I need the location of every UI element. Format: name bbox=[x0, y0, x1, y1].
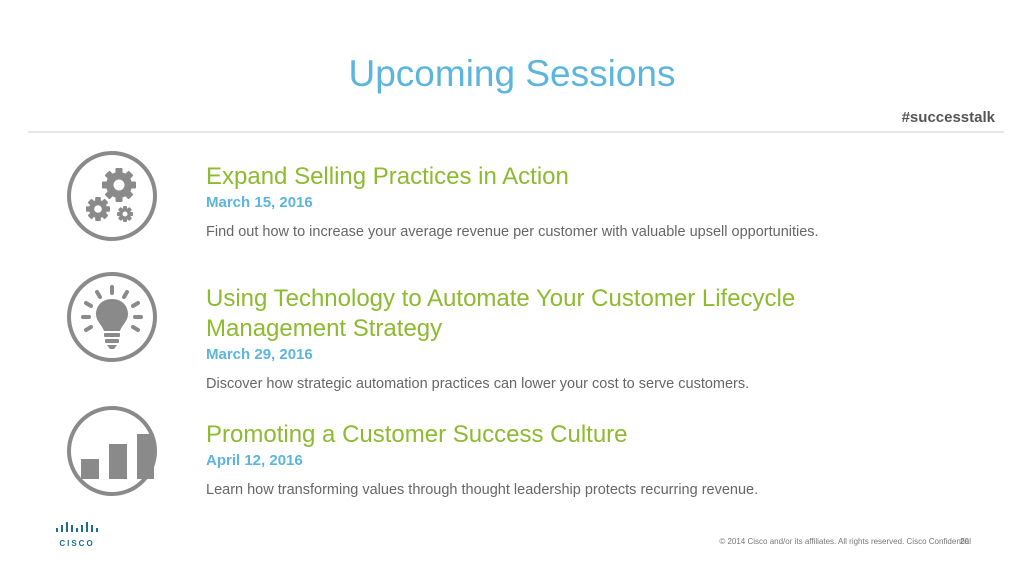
hashtag: #successtalk bbox=[901, 109, 995, 126]
lightbulb-icon bbox=[67, 272, 157, 362]
page-title: Upcoming Sessions bbox=[348, 53, 676, 94]
header-divider bbox=[28, 131, 1004, 133]
session-date: April 12, 2016 bbox=[206, 452, 303, 469]
cisco-wordmark: CISCO bbox=[59, 539, 95, 548]
session-2: Using Technology to Automate Your Custom… bbox=[206, 284, 866, 394]
session-title: Promoting a Customer Success Culture bbox=[206, 421, 628, 448]
gears-icon bbox=[67, 151, 157, 241]
session-title: Expand Selling Practices in Action bbox=[206, 163, 569, 190]
session-date: March 15, 2016 bbox=[206, 194, 313, 211]
page-number: 20 bbox=[960, 537, 969, 546]
session-3: Promoting a Customer Success Culture Apr… bbox=[206, 420, 866, 500]
session-description: Discover how strategic automation practi… bbox=[206, 376, 750, 392]
session-title: Using Technology to Automate Your Custom… bbox=[206, 285, 796, 342]
session-description: Learn how transforming values through th… bbox=[206, 482, 759, 498]
session-date: March 29, 2016 bbox=[206, 346, 313, 363]
cisco-logo: CISCO bbox=[55, 520, 99, 548]
copyright-notice: © 2014 Cisco and/or its affiliates. All … bbox=[719, 537, 971, 546]
cisco-bars-icon bbox=[56, 522, 98, 532]
session-1: Expand Selling Practices in Action March… bbox=[206, 162, 866, 242]
session-description: Find out how to increase your average re… bbox=[206, 224, 819, 240]
bar-chart-icon bbox=[67, 406, 157, 496]
